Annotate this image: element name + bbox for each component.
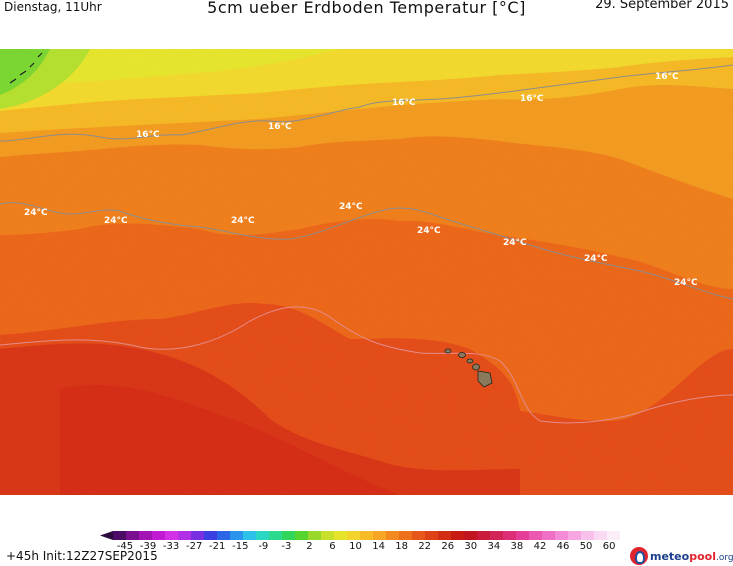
legend-swatch [295,531,309,540]
legend-tick-label: -9 [258,541,269,552]
isotherm-16 [0,64,733,142]
legend-swatch [217,531,231,540]
forecast-init: +45h Init:12Z27SEP2015 [6,549,158,563]
legend-tick-label: 10 [349,541,362,552]
legend-swatch [360,531,374,540]
legend-tick-label: -27 [185,541,203,552]
valid-date: 29. September 2015 [595,0,729,12]
legend-tick-label: 26 [441,541,455,552]
legend-color-bar [100,531,620,540]
logo-pool: pool [689,549,716,563]
legend-tick-label: 22 [418,541,432,552]
legend-swatch [516,531,530,540]
legend-swatch [256,531,270,540]
isotherm-label-24: 24°C [231,216,255,226]
isotherm-label-16: 16°C [392,98,416,108]
legend-swatch [100,531,113,540]
legend-tick-label: 60 [602,541,616,552]
legend-swatch [230,531,244,540]
legend-tick-label: -15 [232,541,249,552]
isotherm-label-24: 24°C [503,238,527,248]
isotherm-label-24: 24°C [24,208,48,218]
legend-tick-label: 34 [487,541,501,552]
legend-tick-label: 50 [579,541,593,552]
legend-tick-label: 14 [372,541,385,552]
legend-swatch [607,531,620,540]
isotherm-24 [0,202,733,300]
legend-tick-label: -33 [162,541,180,552]
legend-swatch [425,531,439,540]
north-islands [9,52,43,84]
legend-swatch [529,531,543,540]
legend-swatch [139,531,153,540]
legend-swatch [334,531,348,540]
hawaii-islands [444,348,493,388]
isotherm-label-16: 16°C [136,130,160,140]
legend-tick-label: 6 [329,541,336,552]
legend-tick-label: 38 [510,541,524,552]
legend-swatch [126,531,140,540]
color-legend: -45 -39 -33 -27 -21 -15 -9 -3 2 6 10 14 18 22 26 30 34 38… [100,527,630,557]
legend-tick-label: -3 [281,541,292,552]
legend-swatch [581,531,595,540]
legend-swatch [347,531,361,540]
legend-swatch [191,531,205,540]
legend-swatch [594,531,608,540]
temperature-map: 16°C 16°C 16°C 16°C 16°C 24°C 24°C 24°C 24°C 24°C… [0,49,733,495]
legend-swatch [321,531,335,540]
isotherm-28 [0,306,733,424]
legend-swatch [503,531,517,540]
legend-swatch [373,531,387,540]
legend-swatch [178,531,192,540]
logo-org: .org [715,552,733,563]
isotherm-label-24: 24°C [584,254,608,264]
legend-swatch [243,531,257,540]
valid-time: Dienstag, 11Uhr [4,0,102,14]
legend-tick-label: 30 [464,541,478,552]
legend-swatch [555,531,569,540]
legend-tick-label: -45 [116,541,134,552]
legend-swatch [113,531,127,540]
isotherm-label-24: 24°C [339,202,363,212]
legend-swatch [282,531,296,540]
legend-swatch [269,531,283,540]
legend-swatch [451,531,465,540]
isotherm-label-16: 16°C [655,72,679,82]
legend-tick-label: 2 [306,541,313,552]
legend-swatch [308,531,322,540]
meteopool-logo-text: meteopool.org [650,550,733,563]
legend-swatch [464,531,478,540]
legend-tick-label: -39 [139,541,157,552]
legend-swatch [399,531,413,540]
legend-swatch [152,531,166,540]
legend-swatch [477,531,491,540]
legend-swatch [438,531,452,540]
legend-swatch [412,531,426,540]
legend-swatch [568,531,582,540]
isotherm-label-16: 16°C [268,122,292,132]
legend-tick-label: 46 [556,541,570,552]
legend-swatch [386,531,400,540]
legend-tick-label: -21 [209,541,226,552]
legend-swatch [490,531,504,540]
map-title: 5cm ueber Erdboden Temperatur [°C] [207,0,526,17]
map-texture [0,49,733,495]
isotherm-label-24: 24°C [104,216,128,226]
isotherm-label-16: 16°C [520,94,544,104]
meteopool-icon [630,547,648,565]
legend-swatch [542,531,556,540]
meteopool-logo: meteopool.org [630,546,733,566]
isotherm-label-24: 24°C [417,226,441,236]
legend-tick-label: 18 [395,541,408,552]
isotherm-label-24: 24°C [674,278,698,288]
legend-tick-label: 42 [533,541,547,552]
logo-meteo: meteo [650,549,690,563]
legend-swatch [165,531,179,540]
legend-swatch [204,531,218,540]
